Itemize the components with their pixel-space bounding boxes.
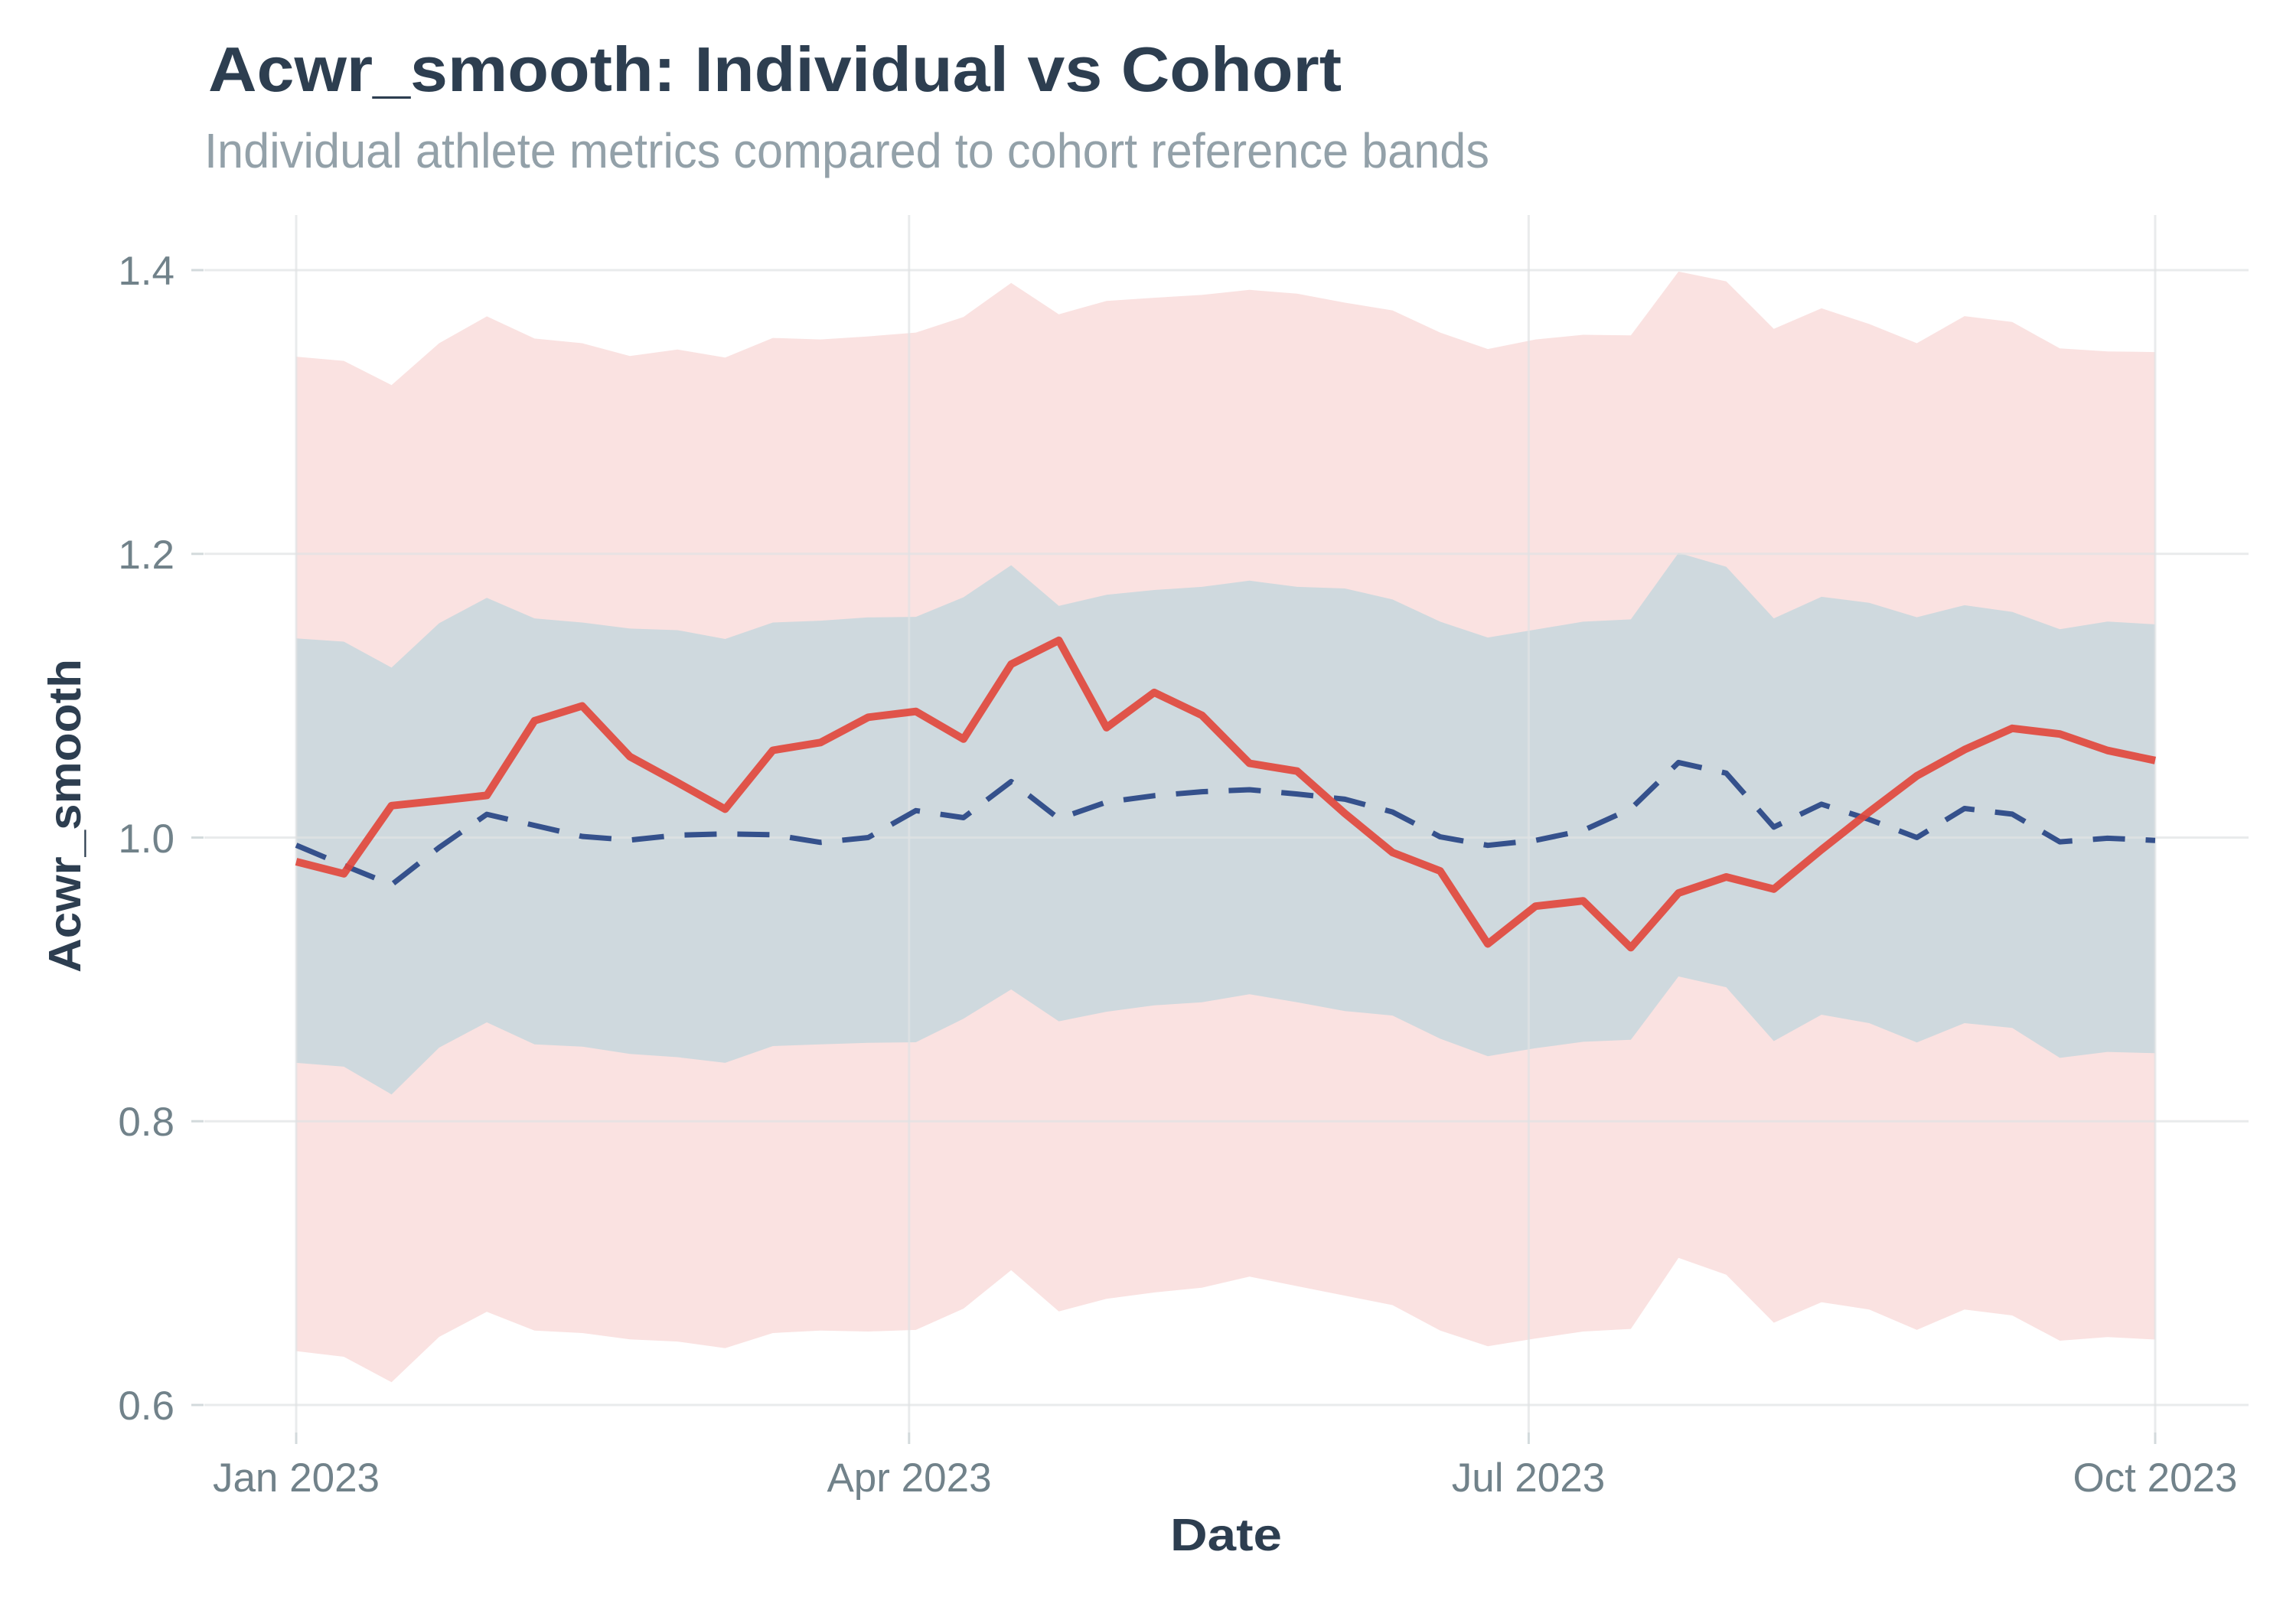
svg-text:0.8: 0.8 — [118, 1100, 174, 1145]
svg-text:0.6: 0.6 — [118, 1384, 174, 1429]
svg-text:Jul 2023: Jul 2023 — [1452, 1455, 1605, 1501]
svg-text:1.4: 1.4 — [118, 249, 174, 294]
svg-text:Acwr_smooth: Acwr_smooth — [40, 659, 90, 973]
svg-text:Individual athlete metrics com: Individual athlete metrics compared to c… — [204, 123, 1489, 178]
svg-text:Acwr_smooth: Individual vs Coh: Acwr_smooth: Individual vs Cohort — [208, 34, 1342, 105]
svg-text:Jan 2023: Jan 2023 — [213, 1455, 380, 1501]
svg-text:1.0: 1.0 — [118, 817, 174, 862]
svg-text:Date: Date — [1170, 1510, 1282, 1560]
svg-text:Apr 2023: Apr 2023 — [827, 1455, 991, 1501]
svg-text:Oct 2023: Oct 2023 — [2073, 1455, 2237, 1501]
svg-text:1.2: 1.2 — [118, 533, 174, 578]
